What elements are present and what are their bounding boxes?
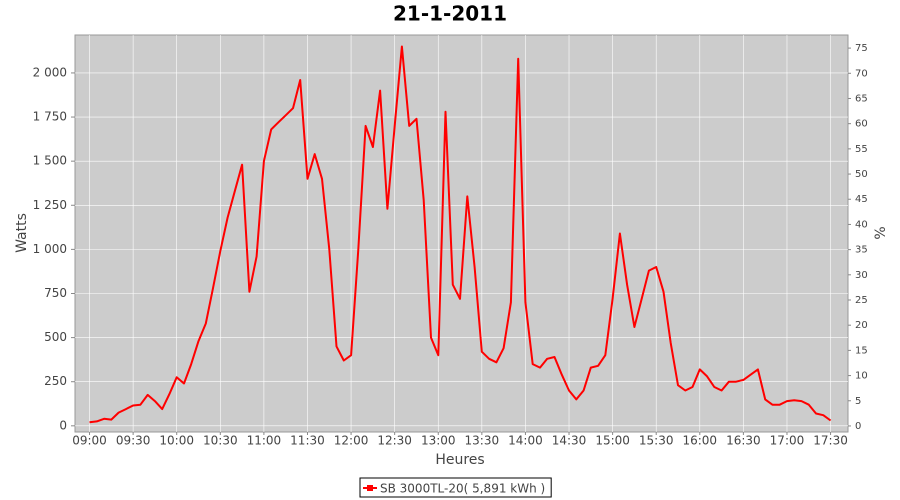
y2-tick-label: 0 [855, 421, 861, 432]
x-tick-label: 09:00 [72, 434, 107, 448]
y2-tick-label: 40 [855, 219, 868, 230]
legend-label: SB 3000TL-20( 5,891 kWh ) [380, 482, 545, 496]
x-tick-label: 13:30 [465, 434, 500, 448]
y-tick-label: 250 [44, 374, 67, 388]
x-tick-label: 12:00 [334, 434, 369, 448]
x-tick-label: 15:00 [595, 434, 630, 448]
y2-tick-label: 55 [855, 144, 868, 155]
x-tick-label: 15:30 [639, 434, 674, 448]
x-tick-label: 10:30 [203, 434, 238, 448]
y2-tick-label: 5 [855, 396, 861, 407]
x-tick-label: 10:00 [159, 434, 194, 448]
y2-tick-label: 15 [855, 345, 868, 356]
y2-tick-label: 35 [855, 245, 868, 256]
y2-tick-label: 75 [855, 43, 868, 54]
y-tick-label: 500 [44, 330, 67, 344]
legend: SB 3000TL-20( 5,891 kWh ) [359, 477, 552, 498]
x-tick-label: 17:30 [813, 434, 848, 448]
y-tick-label: 750 [44, 286, 67, 300]
y2-tick-label: 60 [855, 119, 868, 130]
y-tick-label: 1 000 [33, 242, 67, 256]
x-tick-label: 14:00 [508, 434, 543, 448]
y2-tick-label: 25 [855, 295, 868, 306]
y-tick-label: 2 000 [33, 65, 67, 79]
x-tick-label: 12:30 [377, 434, 412, 448]
y2-axis-label: % [873, 226, 889, 239]
x-tick-label: 13:00 [421, 434, 456, 448]
y-tick-label: 1 500 [33, 154, 67, 168]
y-tick-label: 1 250 [33, 198, 67, 212]
x-tick-label: 16:30 [726, 434, 761, 448]
x-tick-label: 11:00 [247, 434, 282, 448]
y2-tick-label: 65 [855, 93, 868, 104]
y2-tick-label: 30 [855, 270, 868, 281]
data-line [89, 45, 832, 424]
legend-box [359, 477, 552, 498]
chart-title: 21-1-2011 [393, 2, 507, 26]
y2-tick-label: 45 [855, 194, 868, 205]
y2-tick-label: 70 [855, 68, 868, 79]
y2-tick-label: 50 [855, 169, 868, 180]
y-axis-label: Watts [14, 213, 30, 253]
plot-area [74, 34, 849, 433]
y2-tick-label: 20 [855, 320, 868, 331]
y2-tick-label: 10 [855, 371, 868, 382]
legend-swatch-dot [367, 485, 373, 491]
x-tick-label: 14:30 [552, 434, 587, 448]
x-axis-label: Heures [435, 452, 484, 468]
x-tick-label: 09:30 [116, 434, 151, 448]
y-tick-label: 0 [59, 418, 67, 432]
x-tick-label: 11:30 [290, 434, 325, 448]
y-tick-label: 1 750 [33, 110, 67, 124]
x-tick-label: 17:00 [770, 434, 805, 448]
x-tick-label: 16:00 [682, 434, 717, 448]
